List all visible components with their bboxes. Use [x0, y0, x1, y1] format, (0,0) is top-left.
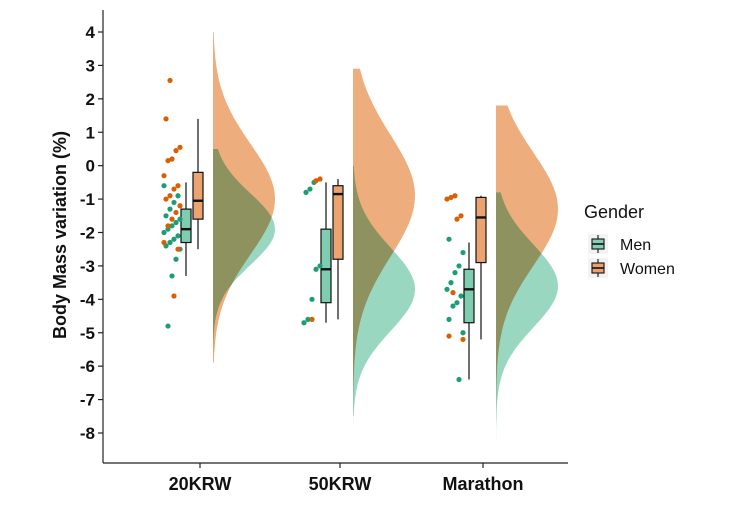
point-men: [307, 186, 313, 192]
legend-title: Gender: [584, 202, 644, 222]
box-men: [180, 208, 192, 244]
point-men: [171, 199, 177, 206]
point-men: [458, 293, 464, 299]
y-tick-label: -1: [80, 190, 95, 209]
point-women: [165, 223, 171, 229]
point-women: [177, 144, 183, 150]
point-women: [161, 173, 167, 179]
y-tick-label: -4: [80, 290, 96, 309]
point-men: [456, 263, 462, 269]
box-women: [192, 171, 204, 220]
x-tick-label: Marathon: [443, 474, 524, 494]
point-men: [173, 219, 179, 226]
point-men: [161, 229, 167, 236]
point-men: [446, 316, 452, 322]
axes-layer: 4 3 2 1 0 -1 -2 -3 -4 -5 -6 -7 -8 20KRW 50KRW Marathon: [80, 10, 568, 494]
point-women: [444, 196, 450, 202]
y-tick-label: -7: [80, 391, 95, 410]
point-men: [448, 280, 454, 286]
point-men: [163, 213, 169, 219]
point-women: [167, 193, 173, 199]
point-men: [450, 303, 456, 309]
point-men: [452, 270, 458, 276]
point-women: [458, 213, 464, 219]
point-women: [173, 209, 179, 216]
point-men: [167, 239, 173, 246]
point-men: [444, 286, 450, 292]
y-tick-label: -3: [80, 257, 95, 276]
point-women: [171, 186, 177, 192]
y-tick-label: -2: [80, 224, 95, 243]
point-women: [165, 158, 171, 164]
point-men: [303, 189, 309, 195]
box-women: [475, 196, 487, 264]
point-men: [446, 236, 452, 242]
legend-label: Men: [620, 237, 651, 254]
points-layer: [161, 77, 466, 383]
point-women: [317, 176, 323, 182]
box-women: [332, 185, 344, 260]
density-men: [353, 165, 415, 417]
density-men: [213, 149, 275, 363]
point-women: [452, 193, 458, 199]
y-tick-label: 2: [86, 90, 95, 109]
point-men: [460, 249, 466, 256]
point-women: [309, 316, 315, 322]
point-women: [175, 246, 181, 252]
point-women: [313, 178, 319, 184]
x-tick-label: 20KRW: [169, 474, 232, 494]
point-men: [175, 233, 181, 239]
point-women: [175, 183, 181, 189]
point-men: [313, 266, 319, 272]
point-women: [454, 216, 460, 222]
point-women: [173, 148, 179, 154]
point-men: [305, 316, 311, 322]
point-women: [163, 116, 169, 122]
point-women: [450, 290, 456, 296]
point-men: [309, 296, 315, 302]
point-men: [317, 263, 323, 269]
point-men: [161, 183, 167, 189]
point-men: [175, 193, 181, 199]
point-men: [169, 223, 175, 229]
point-women: [171, 293, 177, 299]
point-men: [171, 236, 177, 242]
boxplot-layer: [180, 118, 487, 380]
y-tick-label: 3: [86, 56, 95, 75]
point-women: [169, 216, 175, 222]
point-men: [460, 330, 466, 336]
point-men: [165, 323, 171, 329]
y-tick-label: 0: [86, 157, 95, 176]
y-axis-title: Body Mass variation (%): [50, 131, 70, 339]
y-tick-label: 4: [86, 23, 96, 42]
y-tick-label: -6: [80, 357, 95, 376]
point-women: [448, 194, 454, 201]
point-women: [460, 336, 466, 343]
point-women: [163, 196, 169, 202]
point-men: [177, 216, 183, 222]
point-women: [446, 333, 452, 339]
density-layer: [213, 32, 558, 443]
point-men: [167, 206, 173, 212]
density-men: [496, 192, 558, 440]
point-women: [177, 203, 183, 209]
point-women: [167, 77, 173, 84]
point-men: [456, 376, 462, 383]
y-tick-label: -5: [80, 324, 95, 343]
y-tick-label: -8: [80, 424, 95, 443]
point-women: [169, 156, 175, 162]
point-men: [454, 300, 460, 306]
x-tick-label: 50KRW: [309, 474, 372, 494]
y-tick-label: 1: [86, 123, 95, 142]
point-men: [169, 273, 175, 279]
box-men: [463, 268, 475, 324]
point-women: [161, 239, 167, 246]
point-men: [173, 256, 179, 262]
point-men: [301, 320, 307, 326]
legend-label: Women: [620, 261, 675, 278]
legend: Gender Men Women: [584, 202, 675, 278]
